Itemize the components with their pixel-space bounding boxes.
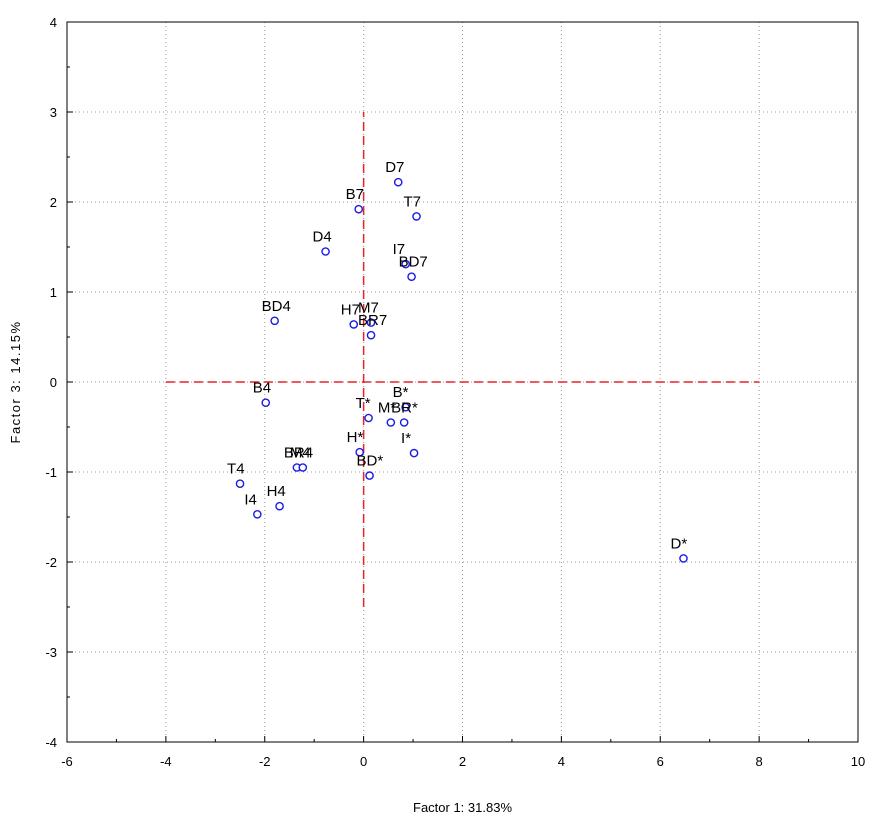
data-point-label: M* (378, 400, 396, 417)
data-point-label: D7 (385, 159, 404, 176)
data-point-marker (412, 212, 421, 221)
x-tick-label: -6 (61, 754, 73, 769)
data-point-marker (235, 479, 245, 489)
data-point-label: BR7 (358, 312, 387, 329)
data-point-marker (321, 247, 330, 256)
data-point-label: BD4 (262, 298, 291, 315)
data-point-label: M4 (290, 445, 311, 462)
data-point-marker (407, 272, 416, 282)
reference-lines (165, 112, 760, 607)
data-point-marker (275, 501, 284, 511)
y-tick-label: -2 (45, 555, 57, 570)
data-point-marker (386, 418, 396, 427)
data-point-marker (355, 447, 364, 457)
x-tick-label: 6 (657, 754, 664, 769)
data-point-marker (401, 259, 410, 269)
data-point-label: BR* (391, 400, 418, 417)
y-tick-label: 1 (50, 285, 57, 300)
data-point-marker (393, 177, 403, 187)
data-point-label: BD7 (399, 254, 428, 271)
y-tick-label: -3 (45, 645, 57, 660)
data-point-marker (349, 320, 359, 329)
x-tick-label: 2 (459, 754, 466, 769)
y-axis-title: Factor 3: 14.15% (8, 321, 23, 444)
x-tick-labels: -6 -4 -2 0 2 4 6 8 10 (61, 754, 865, 769)
x-tick-label: 4 (558, 754, 565, 769)
y-tick-labels: -4 -3 -2 -1 0 1 2 3 4 (45, 15, 57, 750)
x-axis-title: Factor 1: 31.83% (413, 800, 512, 815)
data-point-label: I7 (393, 241, 406, 258)
data-point-label: D* (670, 535, 687, 552)
y-tick-label: 4 (50, 15, 57, 30)
data-point-label: B4 (253, 380, 271, 397)
data-point-label: M7 (358, 300, 379, 317)
data-point-label: I* (401, 430, 411, 447)
data-point-marker (366, 318, 376, 327)
data-point-label: H7 (341, 301, 360, 318)
data-point-marker (253, 509, 262, 519)
y-tick-label: 3 (50, 105, 57, 120)
y-tick-label: -4 (45, 735, 57, 750)
data-point-label: T4 (227, 461, 245, 478)
data-point-label: B* (393, 384, 409, 401)
x-tick-label: -4 (160, 754, 172, 769)
data-point-marker (261, 398, 271, 408)
data-point-marker (270, 316, 279, 326)
data-point-label: H4 (267, 483, 286, 500)
data-point-label: H* (347, 429, 364, 446)
data-point-label: BR4 (284, 445, 313, 462)
data-point-marker (354, 204, 363, 214)
x-tick-label: 8 (756, 754, 763, 769)
data-point-marker (401, 402, 410, 412)
data-point-marker (298, 463, 308, 472)
data-point-label: BD* (357, 453, 384, 470)
y-tick-label: 2 (50, 195, 57, 210)
data-point-label: B7 (346, 186, 364, 203)
x-tick-label: 0 (360, 754, 367, 769)
y-tick-label: 0 (50, 375, 57, 390)
data-point-marker (679, 554, 688, 563)
data-point-marker (409, 448, 419, 458)
data-point-label: T7 (404, 193, 422, 210)
x-tick-label: 10 (851, 754, 865, 769)
data-point-marker (366, 330, 376, 340)
y-tick-label: -1 (45, 465, 57, 480)
data-point-label: D4 (313, 229, 332, 246)
data-point-marker (365, 471, 374, 480)
data-point-label: I4 (244, 491, 257, 508)
axis-ticks (66, 21, 859, 743)
data-point-marker (364, 413, 373, 423)
data-point-marker (399, 418, 409, 427)
data-point-label: T* (356, 395, 371, 412)
x-tick-label: -2 (259, 754, 271, 769)
